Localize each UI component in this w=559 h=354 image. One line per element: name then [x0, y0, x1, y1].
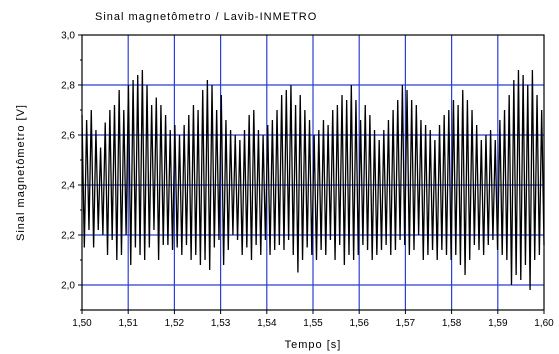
x-tick-label: 1,50: [72, 318, 92, 329]
x-tick-label: 1,51: [118, 318, 138, 329]
series-line-0: [81, 69, 545, 291]
series-layer: [81, 69, 545, 291]
y-tick-label: 2,6: [61, 131, 75, 142]
y-tick-label: 3,0: [61, 31, 75, 42]
y-tick-label: 2,8: [61, 81, 75, 92]
y-tick-label: 2,4: [61, 181, 75, 192]
x-tick-label: 1,60: [534, 318, 554, 329]
x-tick-label: 1,59: [488, 318, 508, 329]
x-tick-label: 1,54: [257, 318, 277, 329]
x-tick-label: 1,57: [396, 318, 416, 329]
x-tick-label: 1,53: [211, 318, 231, 329]
x-tick-label: 1,52: [165, 318, 185, 329]
x-tick-label: 1,55: [303, 318, 323, 329]
x-axis-label: Tempo [s]: [285, 339, 342, 351]
x-tick-label: 1,58: [442, 318, 462, 329]
y-axis-label: Sinal magnetômetro [V]: [15, 104, 27, 241]
ticks: 1,50 1,51 1,52 1,53 1,54 1,55 1,56 1,57 1,58 1,59…: [61, 31, 554, 330]
y-tick-label: 2,0: [61, 281, 75, 292]
x-tick-label: 1,56: [349, 318, 369, 329]
chart-title: Sinal magnetômetro / Lavib-INMETRO: [95, 11, 317, 23]
y-tick-label: 2,2: [61, 231, 75, 242]
